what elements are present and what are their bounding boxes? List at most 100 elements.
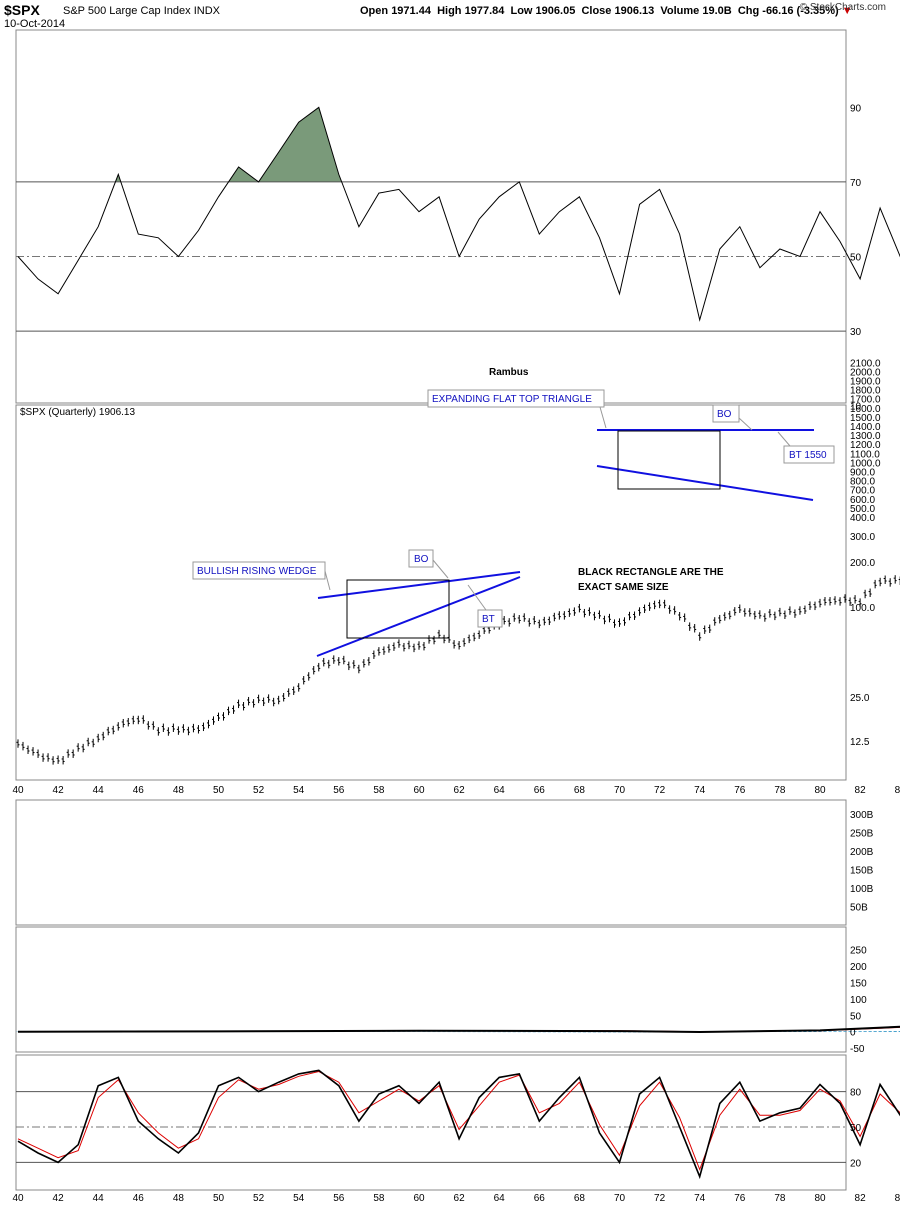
- stochastic-panel: 20 50 80: [16, 1069, 900, 1180]
- rsi-tick-label: 90: [850, 103, 862, 114]
- macd-tick-label: 0: [850, 1028, 856, 1039]
- price-tick-label: 500.0: [850, 504, 875, 515]
- price-tick-label: 1400.0: [850, 422, 881, 433]
- index-name: S&P 500 Large Cap Index: [63, 5, 191, 17]
- x-tick-label: 58: [373, 785, 385, 796]
- price-tick-label: 1000.0: [850, 458, 881, 469]
- macd-histogram-bar: [848, 1031, 852, 1033]
- rsi-panel-frame: [15, 29, 847, 404]
- stoch-d-line: [17, 1070, 900, 1171]
- volume-panel: 50B 100B 150B 200B 250B 300B: [850, 810, 874, 913]
- close-label: Close: [581, 5, 612, 17]
- x-tick-label: 42: [53, 1193, 65, 1204]
- price-tick-label: 200.0: [850, 558, 875, 569]
- x-tick-label: 48: [173, 1193, 185, 1204]
- x-tick-label: 44: [93, 785, 105, 796]
- x-tick-label: 70: [614, 785, 626, 796]
- macd-tick-label: 100: [850, 995, 867, 1006]
- ohlc-readout: Open 1971.44 High 1977.84 Low 1906.05 Cl…: [360, 5, 853, 17]
- macd-histogram-bar: [813, 1031, 817, 1033]
- bt2-label: BT 1550: [789, 450, 827, 461]
- x-tick-label: 62: [454, 1193, 466, 1204]
- price-series-label: $SPX (Quarterly) 1906.13: [20, 407, 135, 418]
- symbol: $SPX: [4, 2, 40, 18]
- macd-histogram-bar: [843, 1031, 847, 1033]
- x-tick-label: 66: [534, 785, 546, 796]
- macd-histogram-bar: [878, 1031, 882, 1033]
- macd-histogram-bar: [823, 1031, 827, 1033]
- price-tick-label: 1500.0: [850, 413, 881, 424]
- macd-panel: -50 0 50 100 150 200 250: [16, 946, 900, 1055]
- macd-histogram-bar: [888, 1031, 892, 1033]
- volume-tick-label: 150B: [850, 866, 874, 877]
- price-tick-label: 25.0: [850, 693, 870, 704]
- exchange: INDX: [193, 5, 220, 17]
- x-tick-label: 74: [694, 785, 706, 796]
- macd-histogram-bar: [547, 1031, 551, 1033]
- macd-line: [17, 1025, 900, 1034]
- x-tick-label: 50: [213, 785, 225, 796]
- x-axis-price: 40 42 44 46 48 50 52 54 56 58 60 62 64 66 68 70 72 74 76 78…: [12, 785, 900, 796]
- x-tick-label: 64: [494, 1193, 506, 1204]
- price-tick-label: 600.0: [850, 495, 875, 506]
- bo2-callout: BO: [712, 404, 753, 431]
- x-tick-label: 40: [12, 785, 24, 796]
- stoch-tick-label: 20: [850, 1158, 862, 1169]
- note-line-1: BLACK RECTANGLE ARE THE: [578, 567, 724, 578]
- macd-histogram-bar: [818, 1031, 822, 1033]
- wedge-callout: BULLISH RISING WEDGE: [192, 561, 331, 591]
- volume-label: Volume: [660, 5, 700, 17]
- x-tick-label: 48: [173, 785, 185, 796]
- symbol-name: S&P 500 Large Cap Index INDX: [63, 5, 220, 17]
- volume-tick-label: 200B: [850, 847, 874, 858]
- x-tick-label: 46: [133, 1193, 145, 1204]
- bo1-label: BO: [414, 554, 429, 565]
- x-tick-label: 40: [12, 1193, 24, 1204]
- wedge-label: BULLISH RISING WEDGE: [197, 566, 317, 577]
- x-tick-label: 76: [734, 785, 746, 796]
- x-tick-label: 66: [534, 1193, 546, 1204]
- down-arrow-icon: ▼: [841, 5, 853, 17]
- macd-histogram-bar: [873, 1031, 877, 1033]
- rsi-tick-label: 50: [850, 253, 862, 264]
- macd-histogram-bar: [853, 1031, 857, 1033]
- x-tick-label: 60: [413, 1193, 425, 1204]
- x-tick-label: 68: [574, 1193, 586, 1204]
- macd-histogram-bar: [803, 1031, 807, 1033]
- x-tick-label: 54: [293, 1193, 305, 1204]
- chart-title: Rambus: [489, 367, 529, 378]
- x-tick-label: 84: [895, 1193, 900, 1204]
- note-line-2: EXACT SAME SIZE: [578, 582, 669, 593]
- price-tick-label: 700.0: [850, 486, 875, 497]
- price-tick-label: 100.0: [850, 603, 875, 614]
- x-tick-label: 70: [614, 1193, 626, 1204]
- x-tick-label: 74: [694, 1193, 706, 1204]
- x-axis-bottom: 40 42 44 46 48 50 52 54 56 58 60 62 64 66 68 70 72 74 76 78…: [12, 1193, 900, 1204]
- x-tick-label: 54: [293, 785, 305, 796]
- macd-panel-frame: [15, 926, 847, 1053]
- stoch-panel-frame: [15, 1054, 847, 1191]
- rsi-panel: 10 30 50 70 90: [16, 103, 900, 413]
- volume-tick-label: 100B: [850, 884, 874, 895]
- macd-histogram-bar: [858, 1031, 862, 1033]
- close-value: 1906.13: [614, 5, 655, 17]
- stoch-k-line: [17, 1069, 900, 1180]
- x-tick-label: 72: [654, 785, 666, 796]
- macd-histogram-bar: [868, 1031, 872, 1033]
- rsi-tick-label: 70: [850, 178, 862, 189]
- x-tick-label: 80: [814, 1193, 826, 1204]
- volume-tick-label: 300B: [850, 810, 874, 821]
- price-panel-frame: [15, 404, 847, 781]
- price-tick-label: 1900.0: [850, 377, 881, 388]
- price-tick-label: 1700.0: [850, 395, 881, 406]
- x-tick-label: 42: [53, 785, 65, 796]
- x-tick-label: 58: [373, 1193, 385, 1204]
- x-tick-label: 56: [333, 1193, 345, 1204]
- triangle-bottom-line: [596, 465, 814, 501]
- wedge-lower-line: [316, 576, 521, 657]
- x-tick-label: 80: [814, 785, 826, 796]
- open-label: Open: [360, 5, 389, 17]
- price-tick-label: 12.5: [850, 737, 870, 748]
- triangle-label: EXPANDING FLAT TOP TRIANGLE: [432, 394, 592, 405]
- price-tick-label: 400.0: [850, 513, 875, 524]
